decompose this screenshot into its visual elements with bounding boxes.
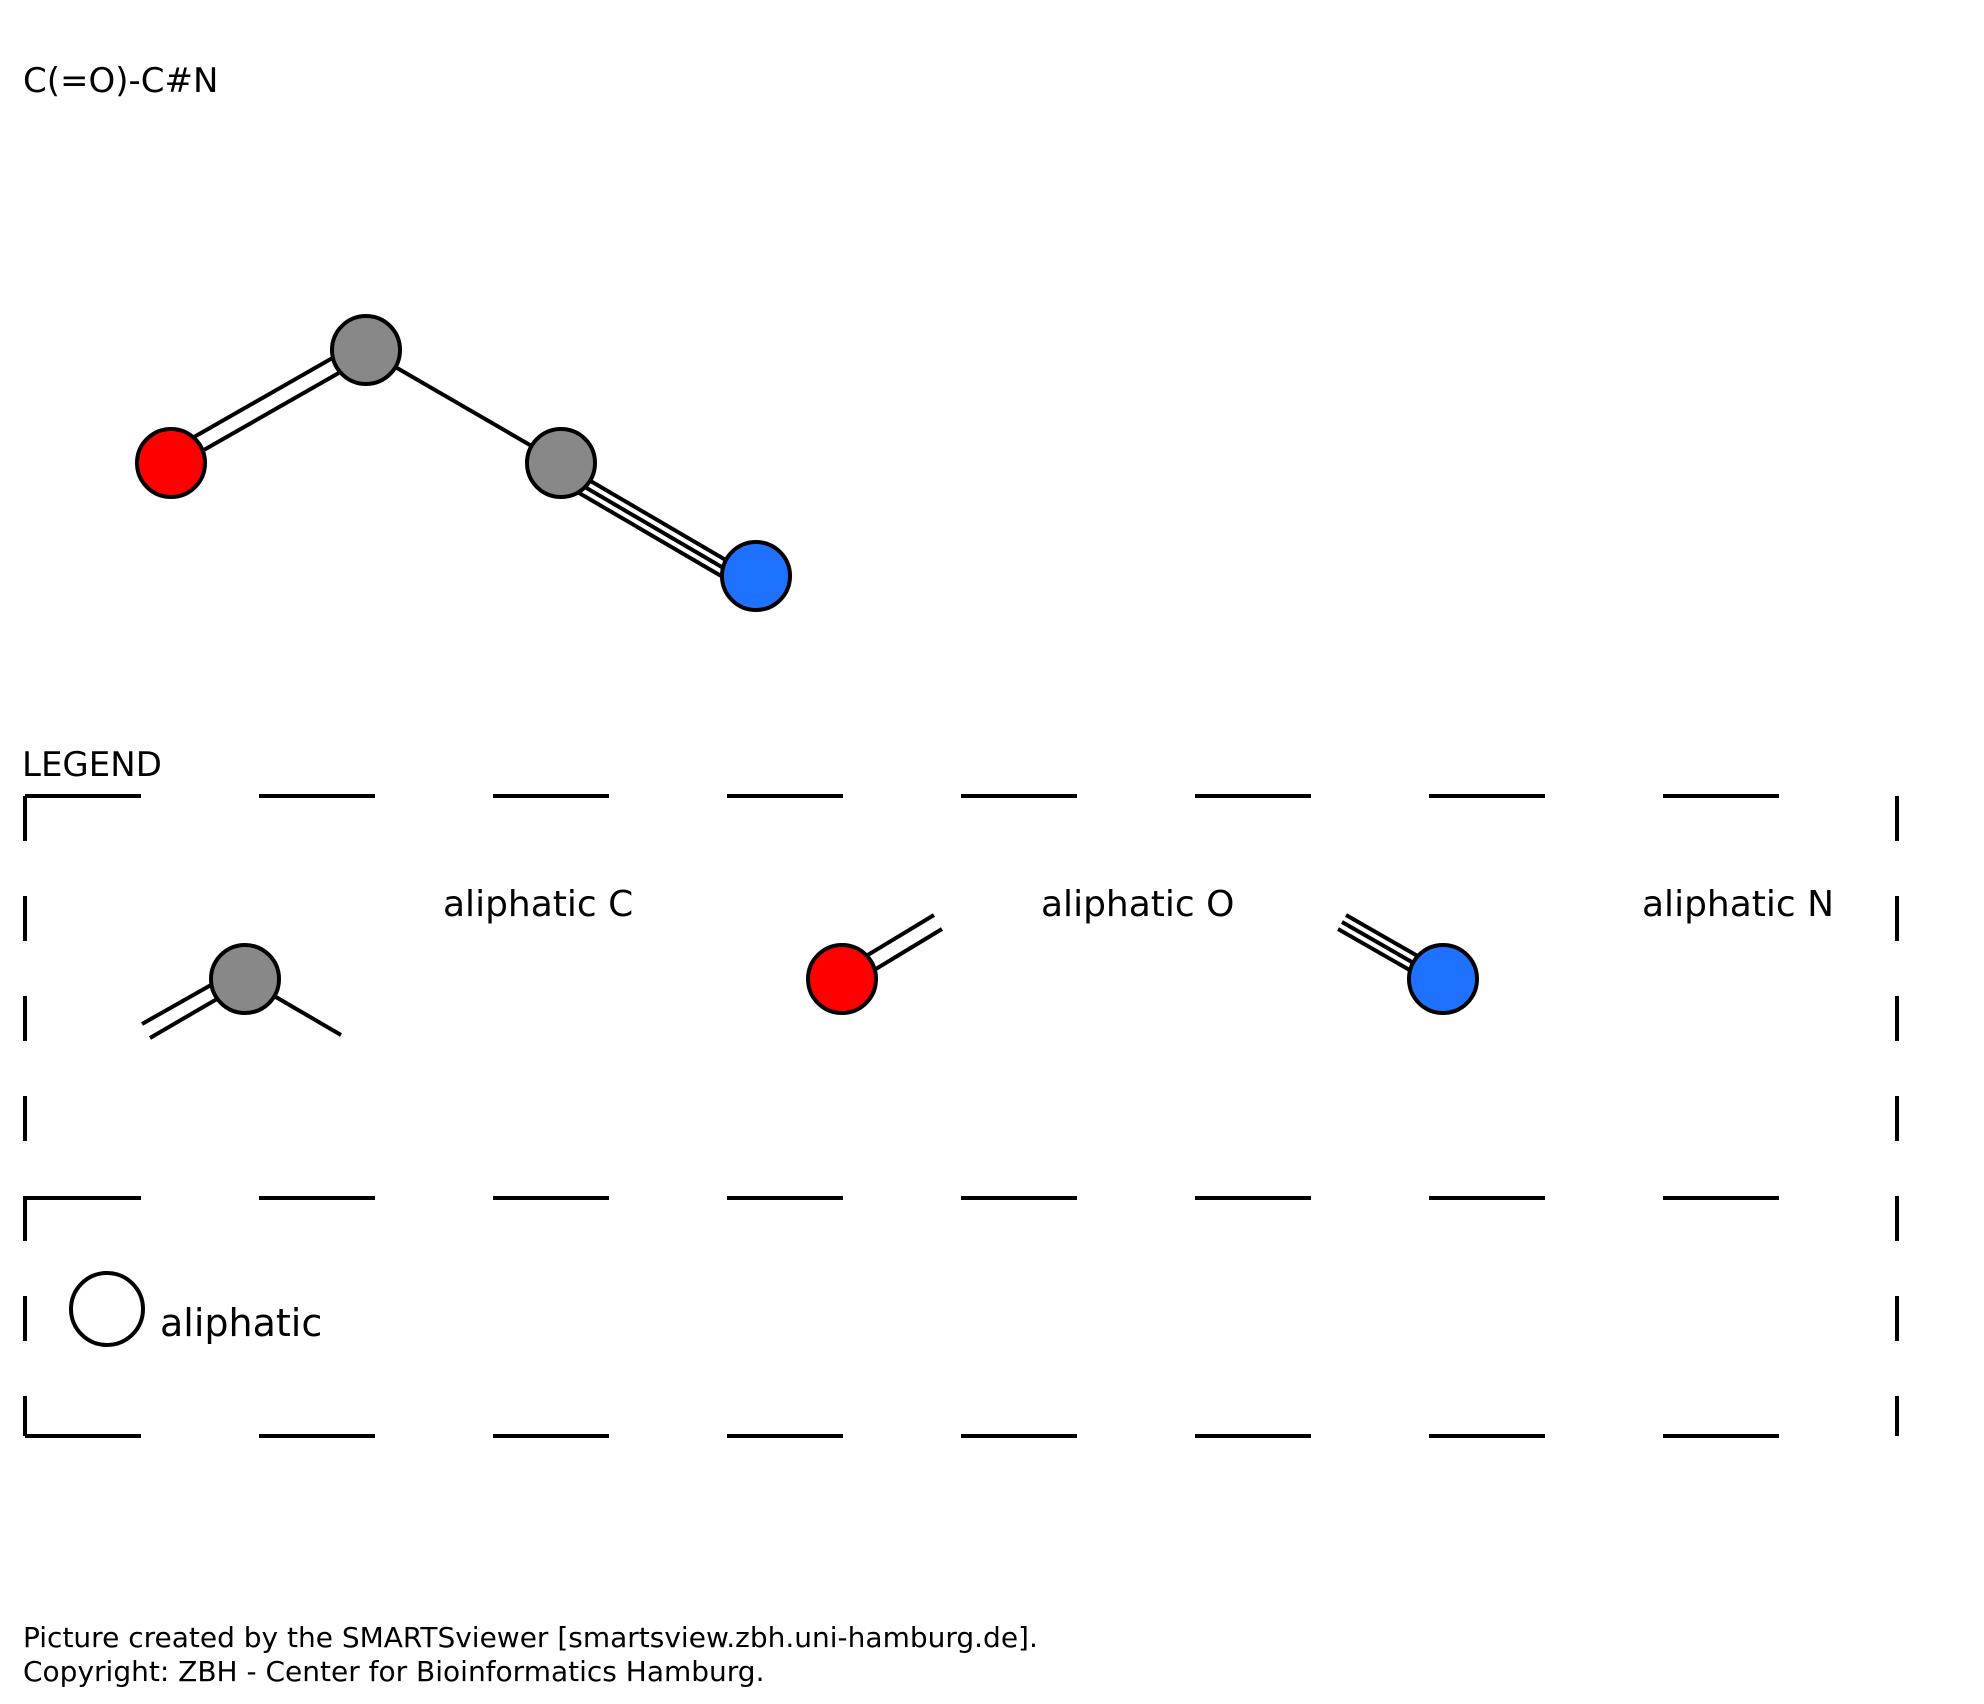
legend-atom-o bbox=[806, 943, 878, 1015]
legend-entry-aliphatic: aliphatic bbox=[69, 1271, 322, 1347]
legend-label-aliphatic-c: aliphatic C bbox=[443, 884, 633, 925]
atom-c2 bbox=[525, 427, 597, 499]
molecule-graph bbox=[165, 348, 738, 582]
legend-entry-aliphatic-o: aliphatic O bbox=[806, 884, 1234, 1015]
legend-atom-n bbox=[1407, 943, 1479, 1015]
footer-copyright: Copyright: ZBH - Center for Bioinformati… bbox=[23, 1655, 764, 1688]
smarts-title: C(=O)-C#N bbox=[23, 61, 218, 101]
bond-c2-n1-triple bbox=[560, 467, 738, 582]
legend-atom-c bbox=[209, 943, 281, 1015]
legend-entry-aliphatic-n: aliphatic N bbox=[1337, 884, 1834, 1015]
footer-credit: Picture created by the SMARTSviewer [sma… bbox=[23, 1621, 1038, 1654]
legend-label-aliphatic-o: aliphatic O bbox=[1041, 884, 1234, 925]
legend-open-circle-icon bbox=[69, 1271, 145, 1347]
legend-label-aliphatic: aliphatic bbox=[160, 1301, 322, 1345]
legend-title: LEGEND bbox=[22, 745, 162, 785]
atom-c1 bbox=[330, 314, 402, 386]
legend-entry-aliphatic-c: aliphatic C bbox=[141, 884, 633, 1040]
atom-n1 bbox=[720, 540, 792, 612]
legend-label-aliphatic-n: aliphatic N bbox=[1642, 884, 1834, 925]
bond-c1-c2-single bbox=[364, 348, 563, 465]
legend-frame bbox=[23, 794, 1899, 1438]
molecule-atoms bbox=[135, 314, 792, 612]
atom-o1 bbox=[135, 427, 207, 499]
